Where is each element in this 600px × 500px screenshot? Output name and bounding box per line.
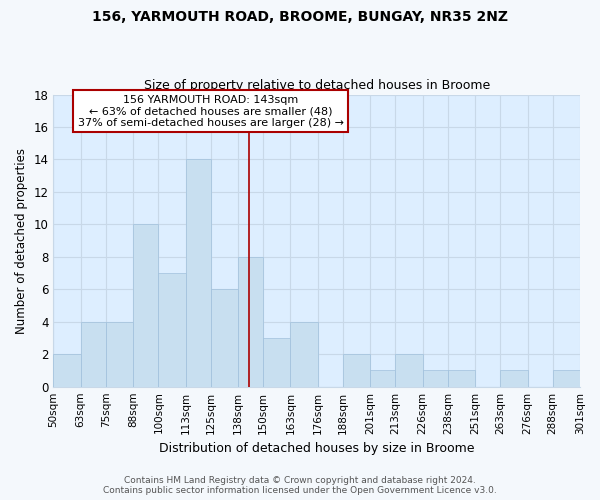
X-axis label: Distribution of detached houses by size in Broome: Distribution of detached houses by size … [159,442,475,455]
Bar [80,322,106,386]
Text: Contains HM Land Registry data © Crown copyright and database right 2024.
Contai: Contains HM Land Registry data © Crown c… [103,476,497,495]
Bar [53,354,80,386]
Bar [263,338,290,386]
Bar [448,370,475,386]
Bar [106,322,133,386]
Bar [158,273,185,386]
Text: 156, YARMOUTH ROAD, BROOME, BUNGAY, NR35 2NZ: 156, YARMOUTH ROAD, BROOME, BUNGAY, NR35… [92,10,508,24]
Text: 156 YARMOUTH ROAD: 143sqm
← 63% of detached houses are smaller (48)
37% of semi-: 156 YARMOUTH ROAD: 143sqm ← 63% of detac… [78,94,344,128]
Title: Size of property relative to detached houses in Broome: Size of property relative to detached ho… [143,79,490,92]
Bar [185,160,211,386]
Bar [211,290,238,386]
Bar [395,354,422,386]
Bar [343,354,370,386]
Bar [238,257,263,386]
Bar [290,322,318,386]
Bar [370,370,395,386]
Bar [500,370,527,386]
Bar [422,370,448,386]
Bar [133,224,158,386]
Bar [553,370,580,386]
Y-axis label: Number of detached properties: Number of detached properties [15,148,28,334]
